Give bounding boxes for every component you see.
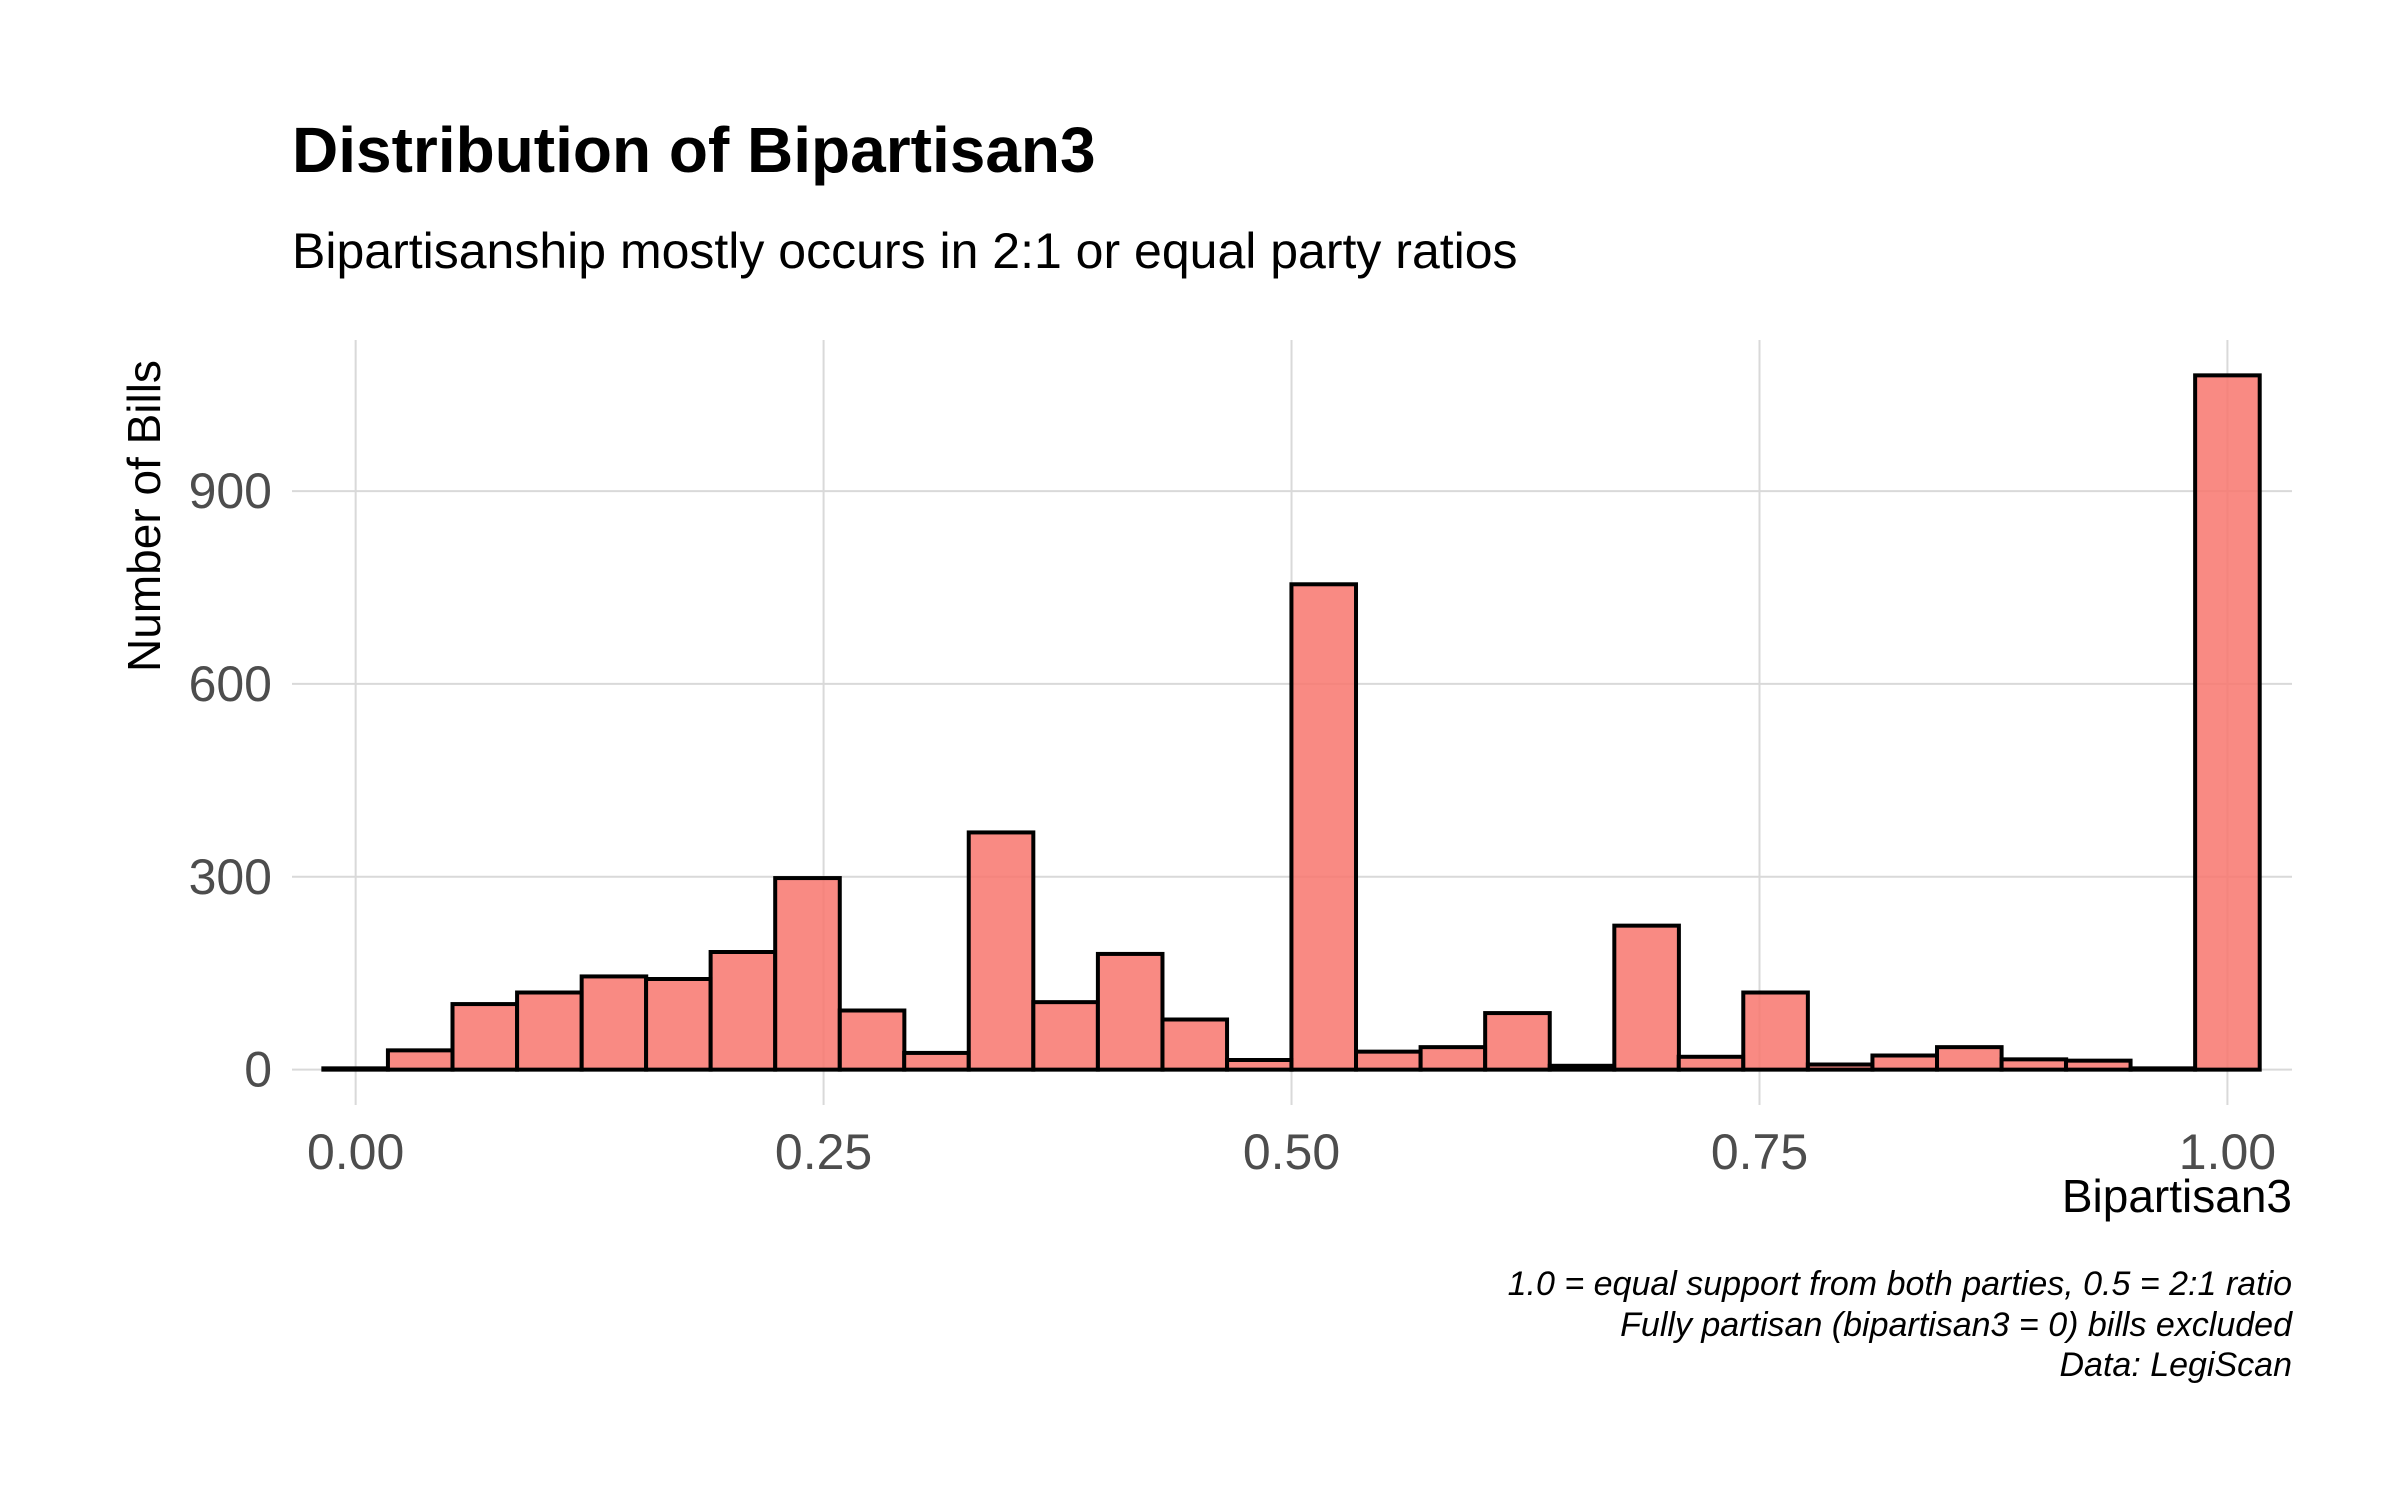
histogram-bar: [966, 830, 1036, 1072]
histogram-bar: [1612, 923, 1681, 1072]
x-tick-label: 0.00: [307, 1124, 404, 1180]
x-tick-label: 0.75: [1711, 1124, 1808, 1180]
histogram-bar: [1547, 1063, 1617, 1072]
histogram-bar: [1999, 1057, 2069, 1072]
histogram-bar: [1289, 582, 1359, 1072]
histogram-bar: [1935, 1045, 2004, 1072]
histogram-bar: [1354, 1049, 1423, 1072]
x-axis-tick-labels: 0.00 0.25 0.50 0.75 1.00: [307, 1124, 2276, 1180]
histogram-bar: [579, 974, 649, 1072]
histogram-bar: [2128, 1066, 2198, 1072]
histogram-bar: [1483, 1011, 1552, 1072]
chart-subtitle: Bipartisanship mostly occurs in 2:1 or e…: [292, 223, 1518, 279]
histogram-bar: [1160, 1017, 1230, 1072]
y-tick-label: 600: [189, 656, 272, 712]
histogram-bars: [321, 373, 2262, 1072]
histogram-bar: [1741, 990, 1810, 1072]
chart-title: Distribution of Bipartisan3: [292, 114, 1096, 186]
histogram-bar: [450, 1002, 520, 1072]
histogram-bar: [708, 950, 778, 1072]
x-tick-label: 0.50: [1243, 1124, 1340, 1180]
histogram-bar: [321, 1066, 390, 1072]
y-axis-tick-labels: 0 300 600 900: [189, 463, 272, 1098]
caption-line-1: 1.0 = equal support from both parties, 0…: [1508, 1265, 2292, 1303]
y-tick-label: 300: [189, 849, 272, 905]
y-axis-title: Number of Bills: [118, 360, 170, 672]
histogram-bar: [773, 876, 842, 1072]
y-tick-label: 0: [244, 1042, 272, 1098]
histogram-bar: [2193, 373, 2262, 1072]
histogram-bar: [1418, 1045, 1488, 1072]
histogram-bar: [1031, 1000, 1100, 1072]
caption-line-2: Fully partisan (bipartisan3 = 0) bills e…: [1620, 1306, 2293, 1344]
histogram-bar: [1095, 951, 1165, 1072]
histogram-bar: [385, 1048, 455, 1072]
histogram-bar: [2063, 1058, 2133, 1072]
histogram-bar: [1870, 1053, 1940, 1072]
histogram-bar: [1676, 1054, 1746, 1072]
histogram-bar: [515, 990, 584, 1072]
x-tick-label: 1.00: [2179, 1124, 2276, 1180]
histogram-bar: [837, 1008, 907, 1072]
histogram-bar: [902, 1050, 971, 1072]
histogram-bar: [1805, 1062, 1875, 1072]
x-axis-title: Bipartisan3: [2062, 1170, 2292, 1222]
x-tick-label: 0.25: [775, 1124, 872, 1180]
caption-line-3: Data: LegiScan: [2060, 1346, 2293, 1384]
y-tick-label: 900: [189, 463, 272, 519]
histogram-bar: [644, 977, 713, 1072]
histogram-bar: [1225, 1058, 1294, 1072]
